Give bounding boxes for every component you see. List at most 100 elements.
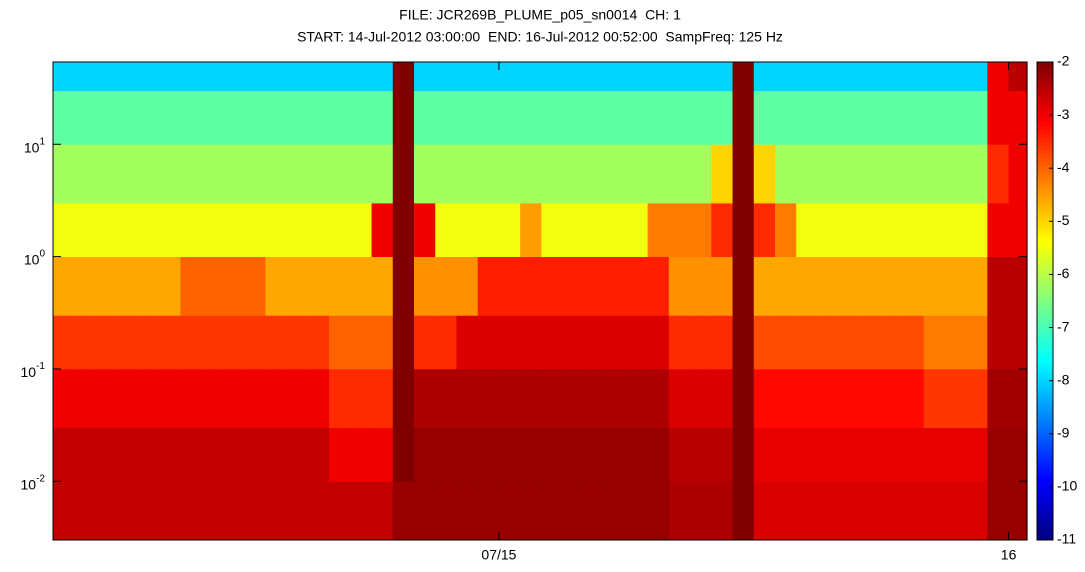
cell: [414, 203, 436, 258]
cell: [414, 256, 436, 316]
cell: [859, 90, 882, 145]
cell: [923, 144, 946, 204]
cell: [796, 427, 819, 482]
cell: [1008, 481, 1028, 541]
cell: [923, 62, 946, 92]
cell: [53, 315, 75, 370]
cell: [923, 90, 946, 145]
cell: [881, 144, 904, 204]
colorbar-band: [1037, 476, 1053, 481]
cell: [966, 203, 988, 258]
cell: [859, 203, 882, 258]
cell: [265, 144, 288, 204]
cell: [244, 90, 266, 145]
cell: [605, 315, 627, 370]
colorbar-band: [1037, 460, 1053, 465]
colorbar-band: [1037, 504, 1053, 509]
colorbar-band: [1037, 424, 1053, 429]
cell: [583, 481, 606, 541]
cell: [116, 144, 139, 204]
cell: [456, 144, 479, 204]
colorbar-band: [1037, 62, 1053, 67]
colorbar-band: [1037, 161, 1053, 167]
colorbar-band: [1037, 181, 1053, 186]
cell: [371, 144, 394, 204]
cell: [180, 427, 203, 482]
colorbar-band: [1037, 392, 1053, 398]
cell: [626, 315, 649, 370]
cell: [286, 62, 309, 92]
cell: [775, 90, 797, 145]
colorbar-tick-label: -3: [1057, 106, 1070, 122]
colorbar-tick-label: -11: [1057, 531, 1076, 547]
cell: [902, 368, 925, 429]
colorbar-band: [1037, 320, 1053, 326]
cell: [817, 481, 840, 541]
cell: [371, 256, 394, 316]
colorbar-band: [1037, 340, 1053, 346]
cell: [180, 203, 203, 258]
cell: [74, 203, 97, 258]
cell: [753, 427, 776, 482]
cell: [201, 315, 224, 370]
colorbar-band: [1037, 197, 1053, 202]
cell: [329, 481, 351, 541]
cell: [668, 427, 691, 482]
cell: [456, 256, 479, 316]
cell: [116, 481, 139, 541]
cell: [775, 427, 797, 482]
colorbar-band: [1037, 153, 1053, 159]
colorbar-band: [1037, 316, 1053, 322]
colorbar-band: [1037, 336, 1053, 342]
cell: [838, 481, 861, 541]
cell: [392, 315, 415, 370]
cell: [541, 481, 564, 541]
cell: [987, 481, 1010, 541]
cell: [201, 256, 224, 316]
cell: [350, 368, 373, 429]
cell: [902, 203, 925, 258]
cell: [137, 203, 160, 258]
cell: [753, 62, 776, 92]
cell: [307, 256, 330, 316]
cell: [732, 144, 755, 204]
cell: [668, 203, 691, 258]
colorbar-band: [1037, 496, 1053, 501]
cell: [605, 203, 627, 258]
cell: [74, 368, 97, 429]
cell: [371, 90, 394, 145]
cell: [626, 62, 649, 92]
cell: [95, 62, 118, 92]
cell: [562, 315, 585, 370]
cell: [626, 144, 649, 204]
cell: [881, 481, 904, 541]
cell: [817, 256, 840, 316]
cell: [137, 315, 160, 370]
cell: [350, 90, 373, 145]
cell: [53, 368, 75, 429]
x-tick-label: 16: [1001, 547, 1017, 563]
cell: [498, 203, 521, 258]
cell: [435, 315, 458, 370]
cell: [732, 62, 755, 92]
cell: [966, 62, 988, 92]
cell: [350, 481, 373, 541]
cell: [159, 144, 182, 204]
colorbar-band: [1037, 324, 1053, 330]
cell: [222, 368, 245, 429]
cell: [541, 368, 564, 429]
cell: [944, 256, 967, 316]
cell: [647, 256, 670, 316]
cell: [265, 90, 288, 145]
cell: [583, 256, 606, 316]
plot-frame: [52, 61, 1028, 541]
cell: [435, 90, 458, 145]
cell: [838, 315, 861, 370]
cell: [159, 203, 182, 258]
cell: [456, 427, 479, 482]
cell: [477, 203, 500, 258]
colorbar-band: [1037, 360, 1053, 366]
cell: [711, 315, 734, 370]
cell: [414, 481, 436, 541]
